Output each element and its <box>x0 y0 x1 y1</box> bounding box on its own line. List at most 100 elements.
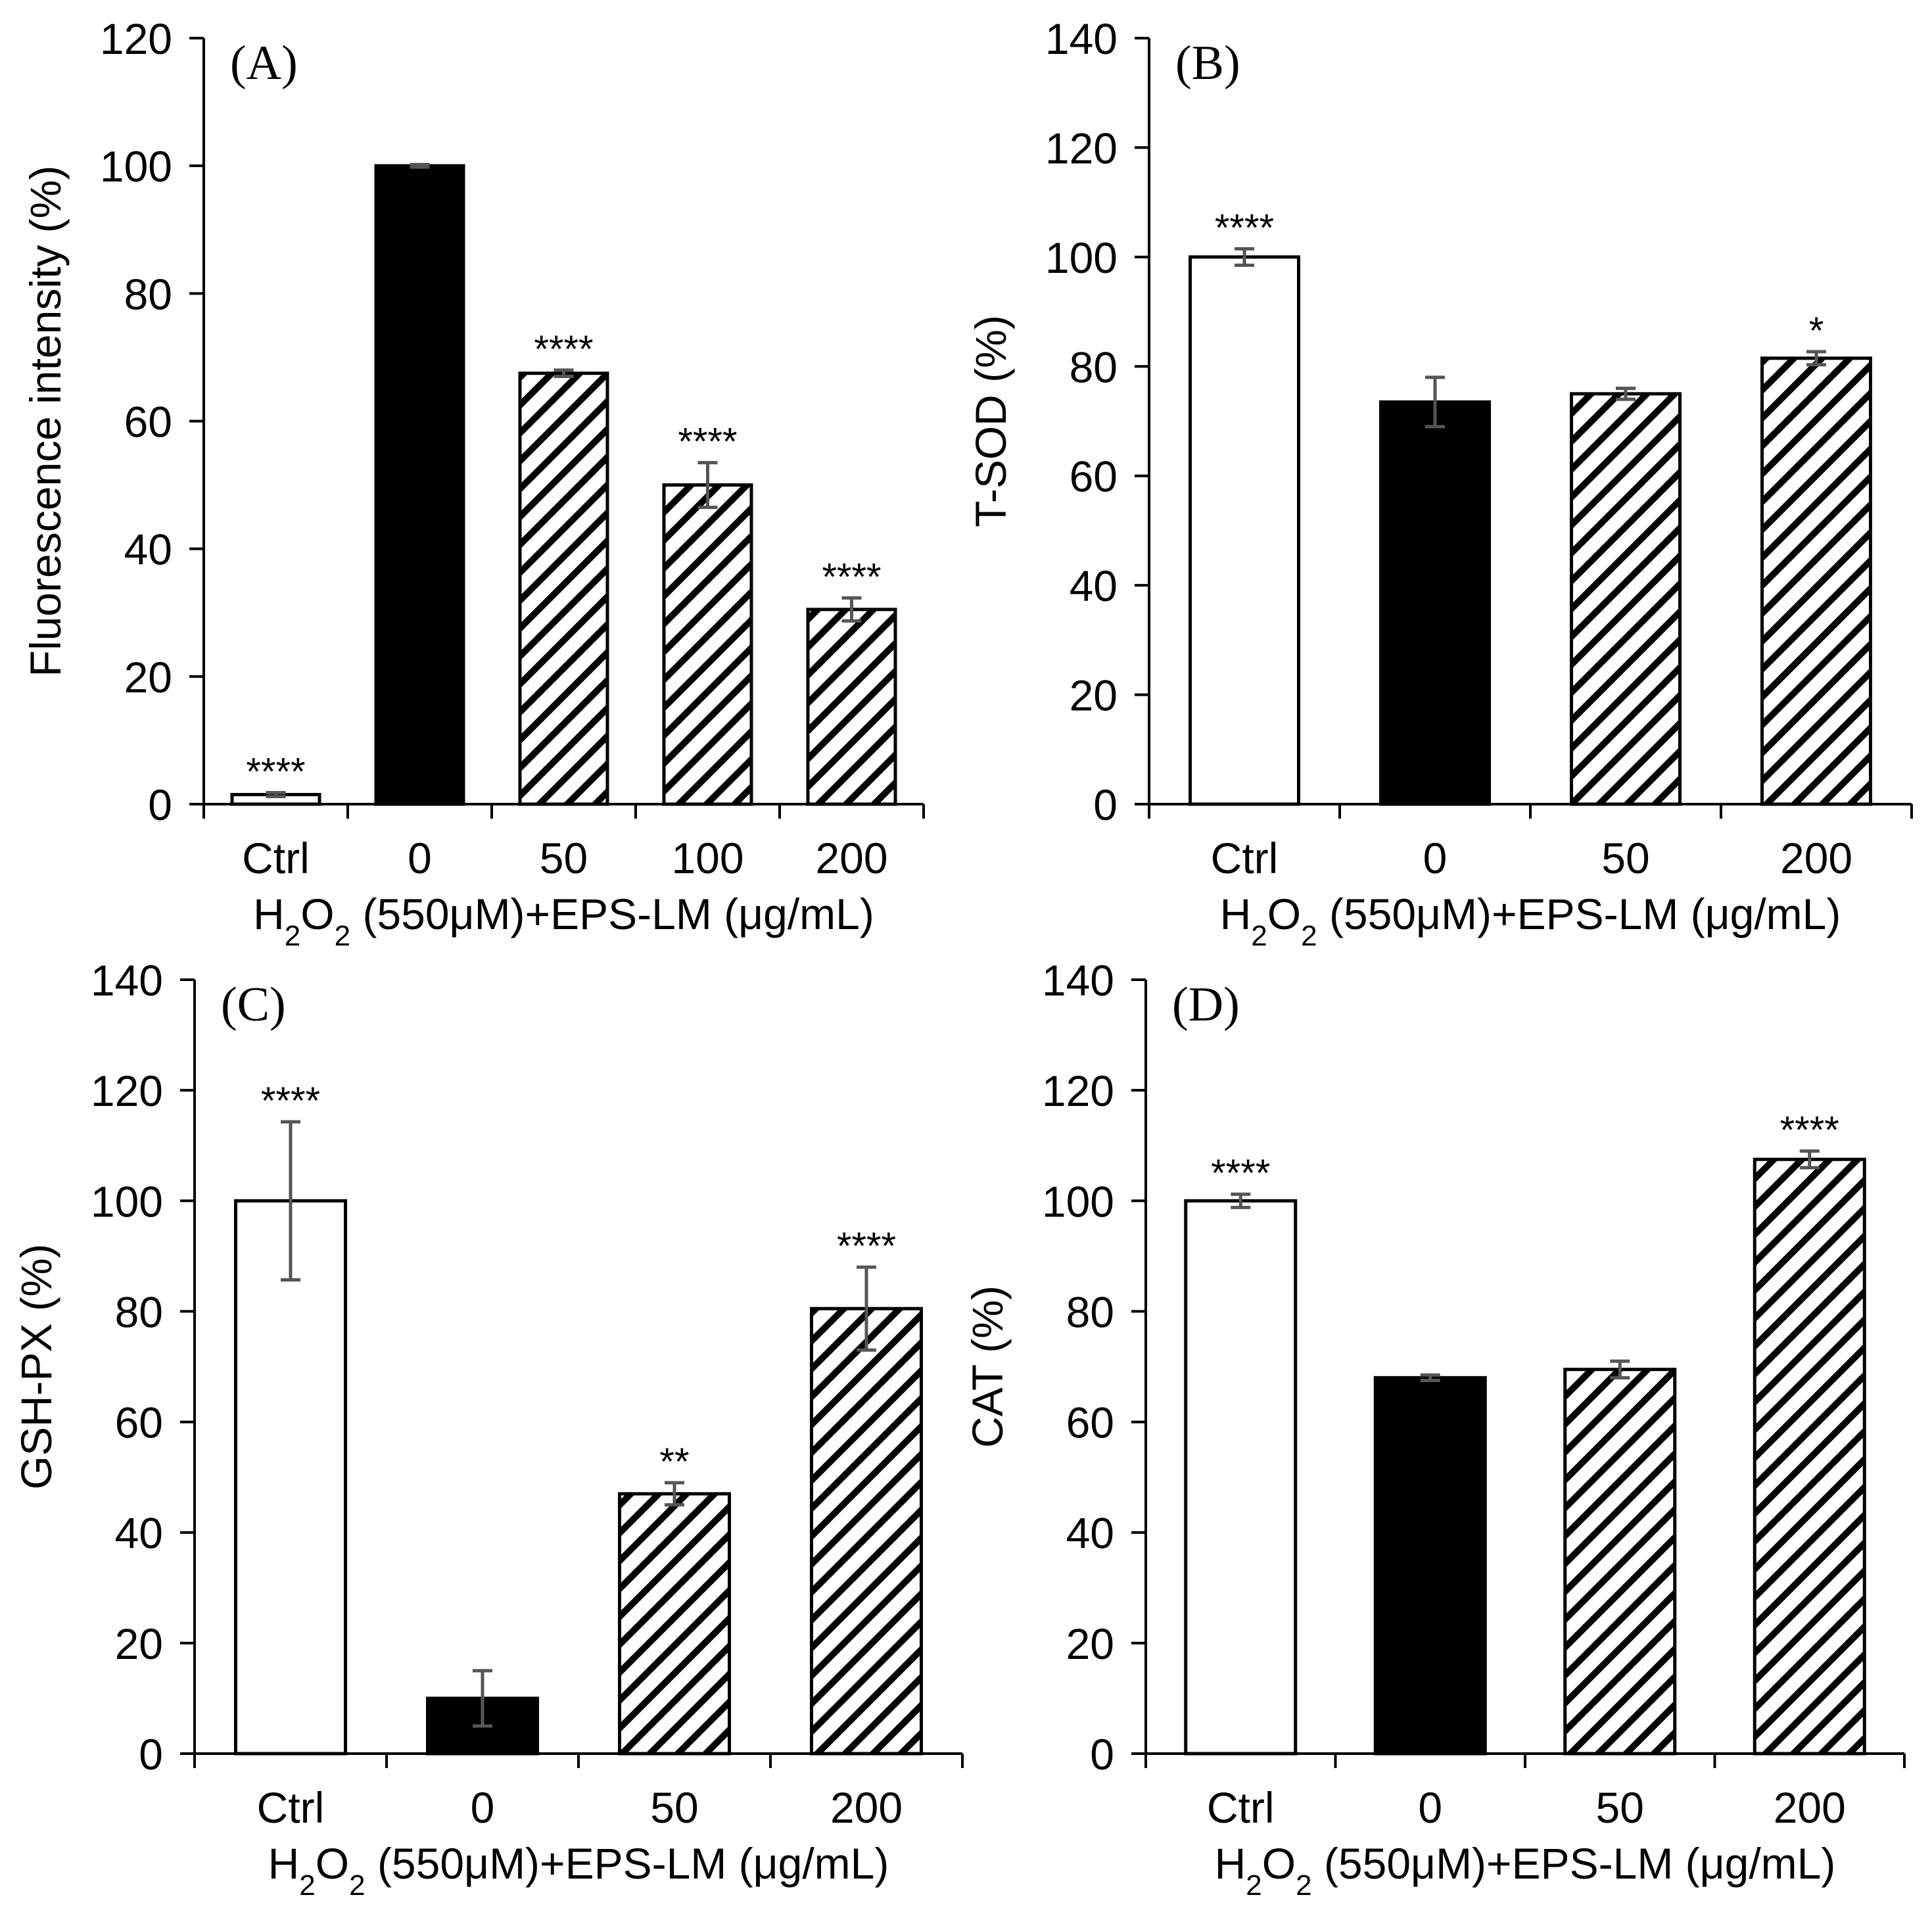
x-axis-title-part: H <box>268 1839 300 1888</box>
panel-label: (D) <box>1172 978 1240 1032</box>
x-axis-title-part: O <box>1267 890 1301 938</box>
y-tick-label: 40 <box>1070 562 1118 610</box>
y-tick-label: 40 <box>115 1509 163 1558</box>
y-tick-label: 80 <box>1066 1287 1114 1336</box>
x-axis-title: H2O2 (550μM)+EPS-LM (μg/mL) <box>1215 1839 1836 1902</box>
significance-label: **** <box>1215 206 1274 249</box>
significance-label: **** <box>246 751 305 794</box>
y-tick-label: 140 <box>1042 956 1114 1005</box>
x-tick-label: 200 <box>1780 834 1852 882</box>
y-tick-label: 140 <box>1045 14 1118 63</box>
x-tick-label: 200 <box>830 1783 903 1832</box>
x-tick-label: 100 <box>671 834 743 882</box>
x-axis-title-part: H <box>1215 1839 1246 1888</box>
x-tick-label: 50 <box>540 834 588 882</box>
x-tick-label: 50 <box>1596 1783 1644 1832</box>
significance-label: **** <box>534 328 593 371</box>
y-tick-label: 0 <box>139 1730 163 1779</box>
significance-label: **** <box>837 1225 896 1268</box>
y-tick-label: 60 <box>124 398 172 446</box>
x-axis-title-part: H <box>253 890 285 938</box>
y-tick-label: 80 <box>115 1287 163 1336</box>
x-axis-title-part: H <box>1220 890 1252 938</box>
y-tick-label: 60 <box>115 1399 163 1447</box>
panel-label: (A) <box>230 36 298 90</box>
bar-1 <box>1379 400 1491 806</box>
significance-label: **** <box>261 1080 320 1122</box>
x-axis-title-part: (550μM)+EPS-LM (μg/mL) <box>365 1839 889 1888</box>
chart-panel-0: 0 20 40 60 80 100 120 **** Ctrl 0 **** 50 **** 100 ***… <box>21 14 925 952</box>
x-axis-title: H2O2 (550μM)+EPS-LM (μg/mL) <box>268 1839 889 1902</box>
x-axis-title-subscript: 2 <box>1296 1869 1311 1902</box>
x-axis-title: H2O2 (550μM)+EPS-LM (μg/mL) <box>1220 890 1841 952</box>
x-tick-label: Ctrl <box>257 1783 325 1832</box>
y-tick-label: 0 <box>1090 1730 1114 1779</box>
y-axis-title: T-SOD (%) <box>966 315 1015 527</box>
bar-3 <box>1753 1157 1866 1756</box>
x-axis-title-part: (550μM)+EPS-LM (μg/mL) <box>1317 890 1841 938</box>
y-tick-label: 120 <box>1045 124 1118 172</box>
x-tick-label: 0 <box>1423 834 1448 882</box>
x-axis-title: H2O2 (550μM)+EPS-LM (μg/mL) <box>253 890 874 952</box>
y-tick-label: 20 <box>1070 671 1118 720</box>
x-tick-label: Ctrl <box>1211 834 1279 882</box>
y-tick-label: 100 <box>91 1177 163 1226</box>
bar-2 <box>1563 1368 1677 1756</box>
bar-1 <box>374 164 465 806</box>
chart-panel-1: 0 20 40 60 80 100 120 140 **** Ctrl 0 50 * 200 (B) T-SO… <box>966 14 1913 952</box>
y-tick-label: 120 <box>1042 1067 1114 1115</box>
y-tick-label: 40 <box>124 525 172 574</box>
y-tick-label: 100 <box>100 142 172 191</box>
bar-3 <box>662 483 753 806</box>
x-tick-label: 0 <box>408 834 432 882</box>
bar-2 <box>518 372 609 806</box>
significance-label: **** <box>1211 1152 1270 1195</box>
x-tick-label: 50 <box>650 1783 698 1832</box>
y-tick-label: 20 <box>124 653 172 702</box>
significance-label: **** <box>822 556 881 598</box>
x-axis-title-subscript: 2 <box>1246 1869 1261 1902</box>
y-tick-label: 0 <box>148 780 172 829</box>
chart-panel-3: 0 20 40 60 80 100 120 140 **** Ctrl 0 50 **** 200 (D) C… <box>963 956 1906 1902</box>
x-axis-title-subscript: 2 <box>349 1869 365 1902</box>
significance-label: **** <box>678 421 737 464</box>
y-tick-label: 20 <box>115 1619 163 1668</box>
y-axis-title: GSH-PX (%) <box>12 1243 60 1489</box>
bar-3 <box>1760 356 1872 806</box>
bar-4 <box>806 608 897 806</box>
y-tick-label: 100 <box>1042 1177 1114 1226</box>
x-axis-title-part: O <box>1262 1839 1296 1888</box>
bar-3 <box>810 1307 923 1756</box>
panel-label: (C) <box>221 978 286 1032</box>
x-axis-title-subscript: 2 <box>299 1869 315 1902</box>
y-tick-label: 120 <box>100 14 172 63</box>
chart-panel-2: 0 20 40 60 80 100 120 140 **** Ctrl 0 ** 50 **** 200 (C… <box>12 956 964 1902</box>
bar-2 <box>618 1492 731 1756</box>
significance-label: * <box>1809 310 1824 352</box>
y-tick-label: 0 <box>1093 780 1118 829</box>
x-axis-title-subscript: 2 <box>285 920 300 952</box>
x-axis-title-part: (550μM)+EPS-LM (μg/mL) <box>350 890 874 938</box>
x-tick-label: 200 <box>815 834 887 882</box>
x-tick-label: 50 <box>1601 834 1649 882</box>
y-tick-label: 80 <box>124 270 172 318</box>
x-tick-label: 0 <box>1418 1783 1442 1832</box>
x-axis-title-part: O <box>316 1839 349 1888</box>
x-axis-title-subscript: 2 <box>1251 920 1267 952</box>
y-tick-label: 80 <box>1070 343 1118 391</box>
panel-label: (B) <box>1175 36 1240 90</box>
y-tick-label: 20 <box>1066 1619 1114 1668</box>
significance-label: **** <box>1780 1109 1839 1152</box>
bar-0 <box>1189 255 1300 806</box>
y-tick-label: 140 <box>91 956 163 1005</box>
y-tick-label: 40 <box>1066 1509 1114 1558</box>
x-axis-title-subscript: 2 <box>1301 920 1317 952</box>
significance-label: ** <box>659 1441 689 1483</box>
x-axis-title-part: O <box>300 890 334 938</box>
bar-0 <box>234 1199 347 1756</box>
bar-1 <box>1373 1376 1487 1756</box>
x-tick-label: Ctrl <box>242 834 310 882</box>
y-tick-label: 100 <box>1045 233 1118 282</box>
y-axis-title: Fluorescence intensity (%) <box>21 166 70 677</box>
